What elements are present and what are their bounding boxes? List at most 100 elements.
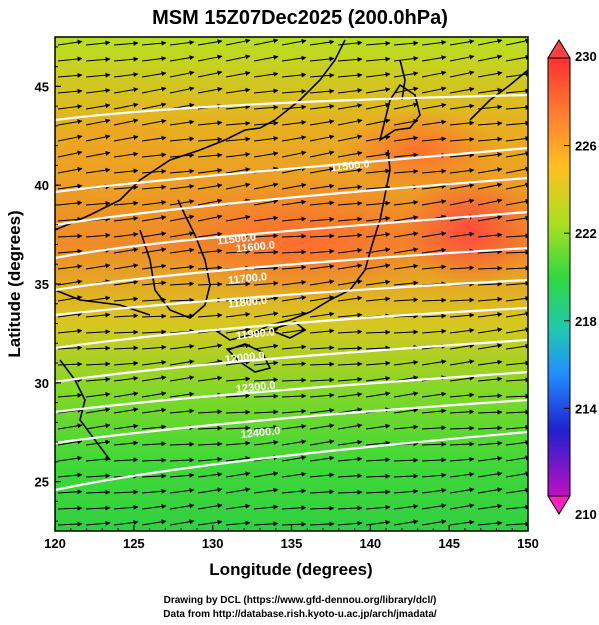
wind-arrow	[113, 216, 139, 222]
wind-arrow	[85, 489, 111, 495]
wind-arrow	[449, 183, 475, 190]
wind-arrow	[449, 487, 475, 494]
wind-arrow	[57, 233, 83, 239]
wind-arrow	[421, 247, 447, 254]
wind-arrow	[365, 200, 391, 206]
wind-arrow	[85, 312, 111, 318]
wind-arrow	[57, 119, 83, 126]
wind-arrow	[57, 472, 83, 478]
wind-arrow	[449, 120, 475, 126]
wind-arrow	[393, 360, 419, 366]
wind-arrow	[197, 281, 223, 287]
wind-arrow	[169, 408, 195, 414]
wind-arrow	[477, 503, 503, 510]
wind-arrow	[393, 247, 419, 254]
wind-arrow	[253, 280, 279, 286]
wind-arrow	[337, 56, 363, 62]
wind-arrow	[141, 200, 167, 206]
wind-arrow	[421, 328, 447, 334]
wind-arrow	[393, 152, 419, 158]
wind-arrow	[225, 87, 251, 94]
wind-arrow	[113, 102, 139, 110]
colorbar-tick-label: 226	[575, 139, 597, 154]
wind-arrow	[309, 233, 335, 239]
colorbar-ticks: 230 226 222 218 214 210	[564, 49, 597, 522]
wind-arrow	[169, 359, 195, 366]
wind-arrow	[365, 489, 391, 495]
wind-arrow	[85, 232, 111, 238]
wind-arrow	[57, 489, 83, 495]
wind-arrow	[141, 313, 167, 319]
wind-arrow	[309, 72, 335, 78]
wind-arrow	[85, 118, 111, 126]
wind-arrow	[85, 456, 111, 462]
wind-arrow	[393, 313, 419, 319]
wind-arrow	[477, 167, 503, 174]
wind-arrow	[197, 70, 223, 78]
wind-arrow	[365, 102, 391, 110]
wind-arrow	[113, 520, 139, 526]
wind-arrow	[225, 38, 251, 46]
wind-arrow	[477, 104, 503, 110]
wind-arrow	[141, 56, 167, 62]
contour-label: 11700.0	[227, 271, 267, 287]
wind-arrow	[309, 264, 335, 270]
wind-arrow	[309, 423, 335, 430]
wind-arrow	[113, 263, 139, 270]
wind-arrow	[85, 40, 111, 46]
wind-arrow	[113, 440, 139, 446]
wind-arrow	[253, 136, 279, 142]
wind-arrow	[141, 360, 167, 366]
wind-arrow	[309, 505, 335, 511]
wind-arrow	[141, 215, 167, 222]
wind-arrow	[197, 472, 223, 478]
wind-arrow	[477, 265, 503, 271]
wind-arrow	[253, 360, 279, 366]
wind-arrow	[393, 503, 419, 510]
wind-arrow	[477, 38, 503, 46]
wind-arrow	[281, 295, 307, 302]
wind-arrow	[253, 54, 279, 62]
wind-arrow	[281, 233, 307, 239]
wind-arrow	[449, 168, 475, 174]
wind-arrow	[141, 457, 167, 463]
wind-arrow	[253, 38, 279, 46]
wind-arrow	[421, 199, 447, 206]
wind-arrow	[57, 264, 83, 270]
wind-arrow	[85, 263, 111, 270]
wind-arrow	[393, 457, 419, 463]
wind-arrow	[225, 471, 251, 478]
wind-arrow	[141, 231, 167, 238]
wind-arrow	[309, 150, 335, 158]
wind-arrow	[57, 134, 83, 142]
wind-arrow	[253, 343, 279, 350]
wind-arrow	[365, 40, 391, 46]
wind-arrow	[57, 521, 83, 527]
contour-label: 11800.0	[227, 295, 267, 311]
contour-label: 11900.0	[235, 326, 275, 342]
wind-arrow	[477, 87, 503, 94]
wind-arrow	[337, 232, 363, 238]
wind-arrow	[225, 104, 251, 110]
wind-arrow	[85, 439, 111, 446]
wind-arrow	[365, 168, 391, 174]
wind-arrow	[253, 393, 279, 399]
wind-arrow	[141, 441, 167, 447]
wind-arrow	[85, 167, 111, 174]
y-tick-label: 25	[35, 475, 49, 490]
wind-arrow	[85, 134, 111, 142]
wind-arrow	[421, 519, 447, 526]
wind-arrow	[309, 279, 335, 286]
wind-arrow	[281, 521, 307, 527]
colorbar-tick-label: 210	[575, 507, 597, 522]
wind-arrow	[225, 456, 251, 462]
wind-arrow	[337, 216, 363, 222]
wind-arrow	[57, 248, 83, 254]
y-axis-label: Latitude (degrees)	[5, 210, 24, 357]
contour-label: 12400.0	[240, 425, 281, 441]
wind-arrow	[477, 312, 503, 318]
wind-arrow	[113, 296, 139, 302]
wind-arrow	[477, 487, 503, 494]
wind-arrow	[197, 441, 223, 447]
wind-arrow	[449, 198, 475, 206]
